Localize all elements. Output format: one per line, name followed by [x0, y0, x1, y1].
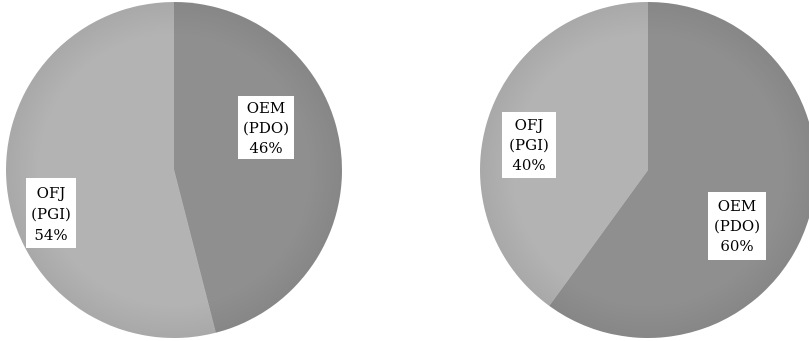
- pie-chart-1-label-ofj: OFJ (PGI) 54%: [26, 178, 76, 248]
- label-oem-line1: OEM: [247, 99, 286, 117]
- label-oem-line2: (PDO): [243, 119, 289, 137]
- pie-chart-2-label-ofj: OFJ (PGI) 40%: [502, 112, 556, 178]
- pie-chart-1: OEM (PDO) 46% OFJ (PGI) 54%: [6, 2, 343, 338]
- label-ofj-pct: 54%: [34, 226, 67, 244]
- pie-chart-1-label-oem: OEM (PDO) 46%: [238, 96, 294, 159]
- pie-chart-2: OFJ (PGI) 40% OEM (PDO) 60%: [480, 2, 809, 338]
- label-oem-pct: 60%: [720, 237, 753, 255]
- pie-edge-shade: [6, 2, 342, 338]
- label-oem-line1: OEM: [718, 197, 757, 215]
- label-ofj-line1: OFJ: [37, 184, 66, 202]
- label-oem-pct: 46%: [249, 139, 282, 157]
- label-ofj-line1: OFJ: [515, 116, 544, 134]
- label-ofj-line2: (PGI): [509, 136, 549, 154]
- pie-chart-2-label-oem: OEM (PDO) 60%: [708, 192, 766, 260]
- label-ofj-line2: (PGI): [31, 205, 71, 223]
- label-ofj-pct: 40%: [512, 156, 545, 174]
- pie-chart-1-slices: [6, 2, 343, 338]
- label-oem-line2: (PDO): [714, 217, 760, 235]
